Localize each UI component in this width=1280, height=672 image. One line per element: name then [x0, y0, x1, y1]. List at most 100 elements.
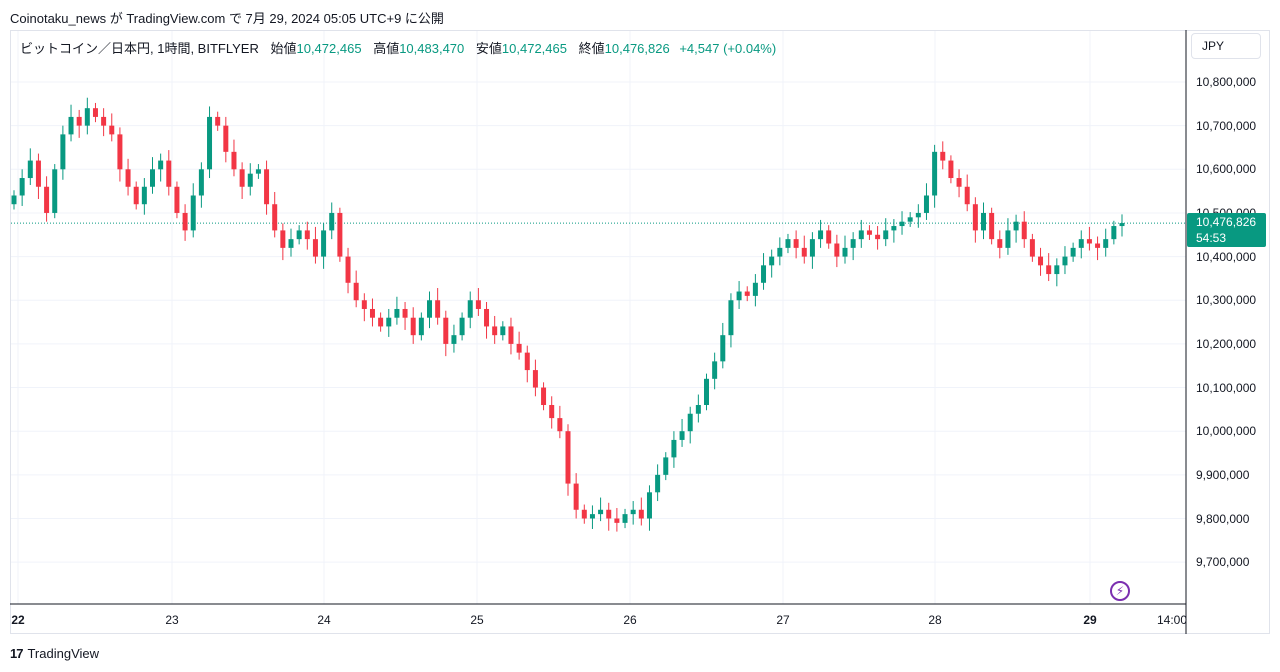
- candle-body: [84, 108, 90, 126]
- candle-body: [891, 226, 897, 231]
- time-tick-label: 29: [1083, 613, 1097, 627]
- candle-body: [557, 418, 563, 432]
- candle-body: [402, 308, 408, 318]
- candle-body: [44, 186, 50, 213]
- candle-body: [809, 239, 815, 257]
- candle-body: [27, 160, 33, 179]
- price-tick-label: 10,600,000: [1196, 162, 1257, 177]
- candle-body: [1021, 221, 1027, 240]
- candle-body: [150, 169, 155, 187]
- candle-body: [361, 300, 367, 309]
- candle-body: [1095, 243, 1101, 248]
- candle-body: [109, 125, 115, 135]
- candle-body: [304, 230, 310, 240]
- candle-body: [68, 116, 74, 135]
- ohlc-legend: ビットコイン／日本円, 1時間, BITFLYER 始値10,472,465 高…: [20, 38, 776, 57]
- candle-body: [858, 230, 864, 240]
- candle-body: [117, 134, 123, 170]
- price-tick-label: 9,800,000: [1196, 511, 1250, 526]
- low-label: 安値: [475, 41, 502, 56]
- candle-body: [443, 317, 449, 344]
- candle-body: [744, 291, 750, 296]
- candle-body: [915, 212, 921, 218]
- candle-body: [801, 247, 807, 257]
- candle-body: [231, 151, 237, 170]
- candle-body: [777, 247, 783, 257]
- candle-body: [378, 317, 384, 327]
- candle-body: [435, 300, 441, 318]
- open-label: 始値: [270, 41, 297, 56]
- candle-body: [997, 239, 1003, 248]
- candle-body: [1038, 256, 1044, 266]
- bolt-icon[interactable]: ⚡: [1110, 581, 1130, 601]
- candle-body: [1062, 256, 1068, 266]
- candle-body: [394, 308, 400, 318]
- time-tick-label: 27: [776, 613, 790, 627]
- candle-body: [638, 509, 644, 519]
- time-tick-label: 14:00: [1156, 613, 1188, 627]
- candle-body: [712, 361, 718, 379]
- candle-body: [948, 160, 954, 179]
- candle-body: [981, 212, 986, 231]
- candle-body: [345, 256, 351, 283]
- candle-body: [19, 178, 25, 196]
- publication-header: Coinotaku_news が TradingView.com で 7月 29…: [10, 11, 444, 26]
- price-tick-label: 9,900,000: [1196, 467, 1250, 482]
- time-tick-label: 25: [470, 613, 484, 627]
- candle-body: [264, 169, 270, 205]
- candle-body: [1103, 239, 1109, 248]
- candle-body: [500, 326, 506, 336]
- candle-body: [484, 308, 490, 327]
- candle-body: [255, 169, 261, 174]
- candle-body: [508, 326, 514, 344]
- price-tick-label: 10,700,000: [1196, 118, 1257, 133]
- candle-body: [850, 239, 856, 248]
- candle-body: [842, 247, 848, 257]
- candle-body: [687, 413, 693, 432]
- candle-body: [614, 518, 620, 523]
- candle-body: [427, 300, 432, 318]
- candle-body: [492, 326, 498, 336]
- candle-body: [875, 234, 881, 240]
- candle-body: [549, 405, 555, 419]
- candle-body: [761, 265, 767, 283]
- candle-body: [679, 431, 685, 440]
- candle-body: [223, 125, 229, 152]
- candle-body: [516, 343, 522, 353]
- candle-body: [532, 370, 538, 388]
- candle-body: [158, 160, 164, 170]
- candle-body: [410, 317, 416, 336]
- candle-body: [866, 230, 872, 235]
- candle-body: [964, 186, 970, 205]
- time-tick-label: 26: [623, 613, 637, 627]
- candle-body: [141, 186, 147, 205]
- time-tick-label: 22: [11, 613, 25, 627]
- candle-body: [1029, 239, 1035, 257]
- candle-body: [589, 514, 595, 519]
- candle-body: [475, 300, 481, 309]
- currency-button[interactable]: JPY: [1191, 33, 1261, 59]
- candle-body: [932, 151, 938, 196]
- candle-body: [581, 509, 587, 519]
- candle-body: [11, 195, 17, 205]
- price-tick-label: 10,200,000: [1196, 336, 1257, 351]
- footer-brand: 17 TradingView: [10, 646, 99, 661]
- open-value: 10,472,465: [296, 41, 362, 56]
- symbol-label[interactable]: ビットコイン／日本円, 1時間, BITFLYER: [20, 41, 259, 56]
- candle-body: [198, 169, 204, 196]
- candle-body: [386, 317, 392, 327]
- price-tick-label: 10,300,000: [1196, 293, 1257, 308]
- candle-body: [769, 256, 775, 266]
- candle-body: [35, 160, 41, 187]
- candle-body: [1111, 226, 1117, 240]
- candle-body: [728, 300, 734, 336]
- candle-body: [883, 230, 889, 240]
- candle-body: [818, 230, 824, 240]
- candle-body: [646, 492, 652, 519]
- candle-body: [296, 230, 302, 240]
- candle-body: [312, 239, 318, 257]
- candle-body: [655, 474, 661, 493]
- candle-body: [174, 186, 180, 213]
- candle-body: [907, 217, 913, 222]
